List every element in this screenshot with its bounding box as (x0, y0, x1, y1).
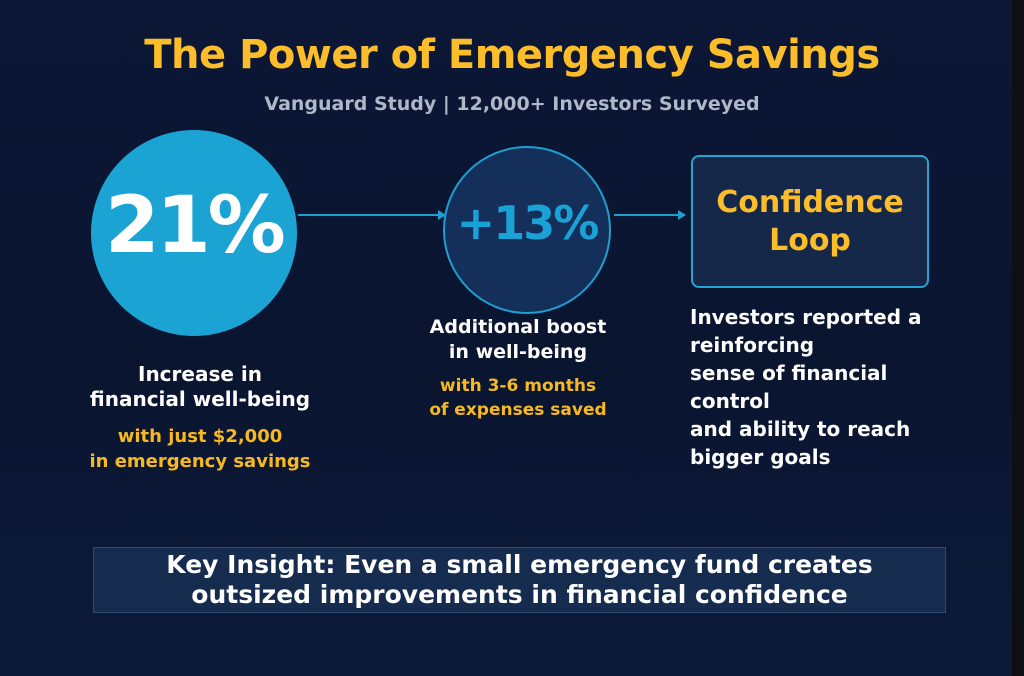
confidence-loop-line: Loop (769, 222, 851, 258)
page-subtitle: Vanguard Study | 12,000+ Investors Surve… (264, 93, 760, 115)
stat-value-21: 21% (105, 181, 286, 271)
step-2-highlight-line: of expenses saved (429, 400, 607, 420)
step-3-line: reinforcing (690, 333, 815, 357)
confidence-loop-label: Confidence Loop (716, 184, 904, 260)
stat-circle-13: +13% (443, 146, 611, 314)
key-insight-banner: Key Insight: Even a small emergency fund… (93, 547, 946, 613)
step-1-highlight-line: in emergency savings (89, 451, 311, 472)
step-3-line: and ability to reach (690, 417, 911, 441)
step-3-line: control (690, 389, 770, 413)
confidence-loop-box: Confidence Loop (691, 155, 929, 288)
step-1-line: Increase in (138, 362, 262, 386)
page-title: The Power of Emergency Savings (144, 32, 880, 78)
stat-circle-21: 21% (91, 130, 297, 336)
window-edge (1012, 0, 1024, 676)
step-2-description: Additional boost in well-being (400, 315, 636, 365)
step-1-highlight: with just $2,000 in emergency savings (52, 424, 348, 474)
step-2-highlight: with 3-6 months of expenses saved (400, 374, 636, 422)
step-3-line: Investors reported a (690, 305, 922, 329)
arrow-icon (298, 210, 446, 220)
step-1-line: financial well-being (89, 387, 311, 411)
stat-value-13: +13% (456, 196, 600, 250)
step-3-description: Investors reported a reinforcing sense o… (690, 303, 1010, 471)
step-2-line: Additional boost (429, 316, 607, 338)
step-1-highlight-line: with just $2,000 (117, 426, 283, 447)
step-2-highlight-line: with 3-6 months (439, 376, 597, 396)
step-1-description: Increase in financial well-being (52, 362, 348, 412)
step-2-line: in well-being (448, 341, 588, 363)
step-3-line: sense of financial (690, 361, 888, 385)
confidence-loop-line: Confidence (716, 184, 904, 220)
step-3-line: bigger goals (690, 445, 831, 469)
key-insight-line: outsized improvements in financial confi… (191, 580, 848, 609)
arrow-icon (614, 210, 686, 220)
key-insight-line: Key Insight: Even a small emergency fund… (166, 550, 873, 579)
